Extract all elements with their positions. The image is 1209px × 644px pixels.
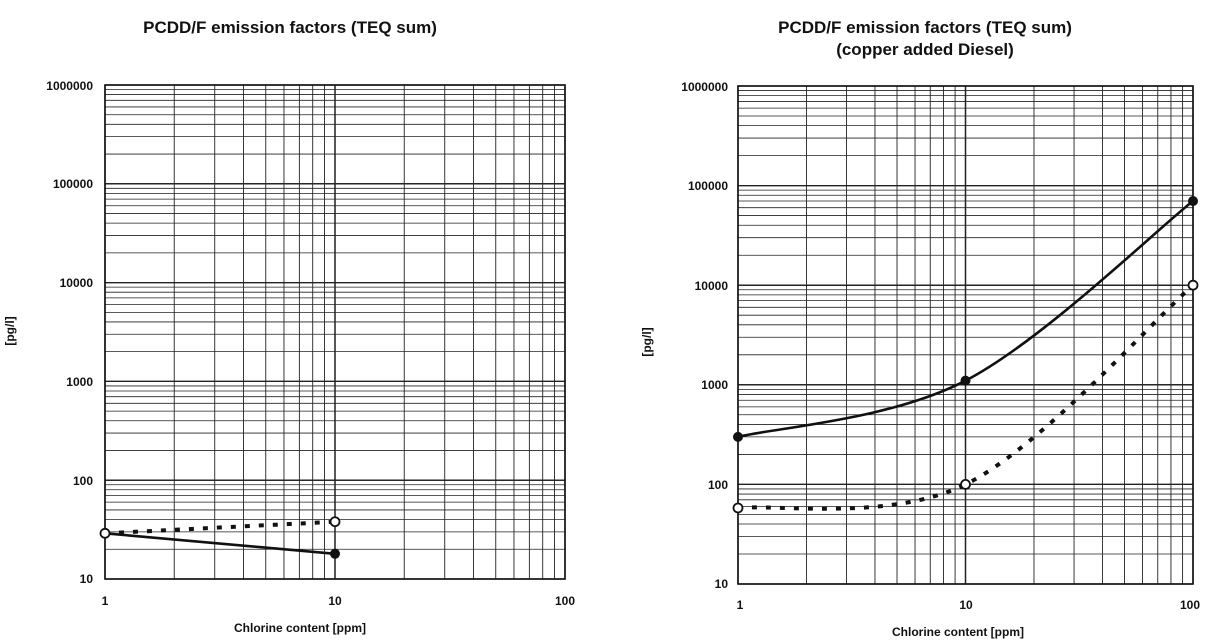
- chart-2-subtitle: (copper added Diesel): [836, 40, 1014, 59]
- chart-1-y-tick-label: 100: [73, 474, 93, 488]
- chart-2-x-axis-label: Chlorine content [ppm]: [892, 625, 1024, 639]
- chart-1-y-tick-label: 100000: [53, 177, 93, 191]
- chart-2-series-line-dotted: [737, 283, 1195, 511]
- chart-2-data-point-open: [732, 502, 744, 514]
- chart-2-plot-frame: [737, 85, 1194, 585]
- chart-1-y-tick-label: 10: [80, 572, 94, 586]
- chart-2-y-tick-label: 100000: [688, 179, 728, 193]
- chart-2-series: [732, 196, 1199, 514]
- chart-1-y-axis-label: [pg/l]: [3, 316, 17, 345]
- chart-1-y-tick-label: 1000000: [46, 79, 93, 93]
- chart-2-x-tick-label: 100: [1180, 598, 1200, 612]
- chart-2-y-tick-label: 1000: [701, 378, 728, 392]
- chart-panel-1: PCDD/F emission factors (TEQ sum) 100000…: [3, 18, 575, 635]
- chart-1-plot-frame: [104, 84, 566, 580]
- chart-2-data-point-open: [1187, 279, 1199, 291]
- chart-1-y-tick-label: 10000: [60, 276, 94, 290]
- chart-1-series: [99, 516, 341, 559]
- chart-2-y-axis-label: [pg/l]: [640, 327, 654, 356]
- chart-1-grid: [104, 84, 566, 580]
- chart-1-series-line-solid: [104, 532, 336, 556]
- chart-2-y-tick-label: 100: [708, 478, 728, 492]
- chart-2-grid: [737, 85, 1194, 585]
- chart-2-data-point-filled: [1188, 196, 1198, 207]
- chart-1-x-tick-label: 10: [328, 594, 342, 608]
- chart-panel-2: PCDD/F emission factors (TEQ sum) (coppe…: [640, 18, 1200, 639]
- chart-2-title: PCDD/F emission factors (TEQ sum): [778, 18, 1072, 37]
- chart-2-data-point-filled: [960, 375, 971, 386]
- chart-1-x-tick-label: 1: [102, 594, 109, 608]
- chart-2-data-point-open: [960, 478, 971, 490]
- chart-1-title: PCDD/F emission factors (TEQ sum): [143, 18, 437, 37]
- chart-2-x-tick-label: 1: [737, 598, 744, 612]
- chart-2-y-tick-label: 10000: [695, 279, 729, 293]
- chart-1-data-point-open: [329, 516, 341, 528]
- chart-1-series-line-dotted: [104, 519, 336, 536]
- chart-1-data-point-open: [99, 527, 111, 539]
- chart-2-data-point-filled: [733, 431, 743, 442]
- chart-1-x-tick-label: 100: [555, 594, 575, 608]
- chart-1-x-axis-label: Chlorine content [ppm]: [234, 621, 366, 635]
- chart-1-y-tick-label: 1000: [66, 375, 93, 389]
- chart-1-data-point-filled: [330, 548, 340, 559]
- chart-2-y-tick-label: 1000000: [681, 80, 728, 94]
- chart-2-x-tick-label: 10: [959, 598, 973, 612]
- chart-2-y-tick-label: 10: [715, 577, 729, 591]
